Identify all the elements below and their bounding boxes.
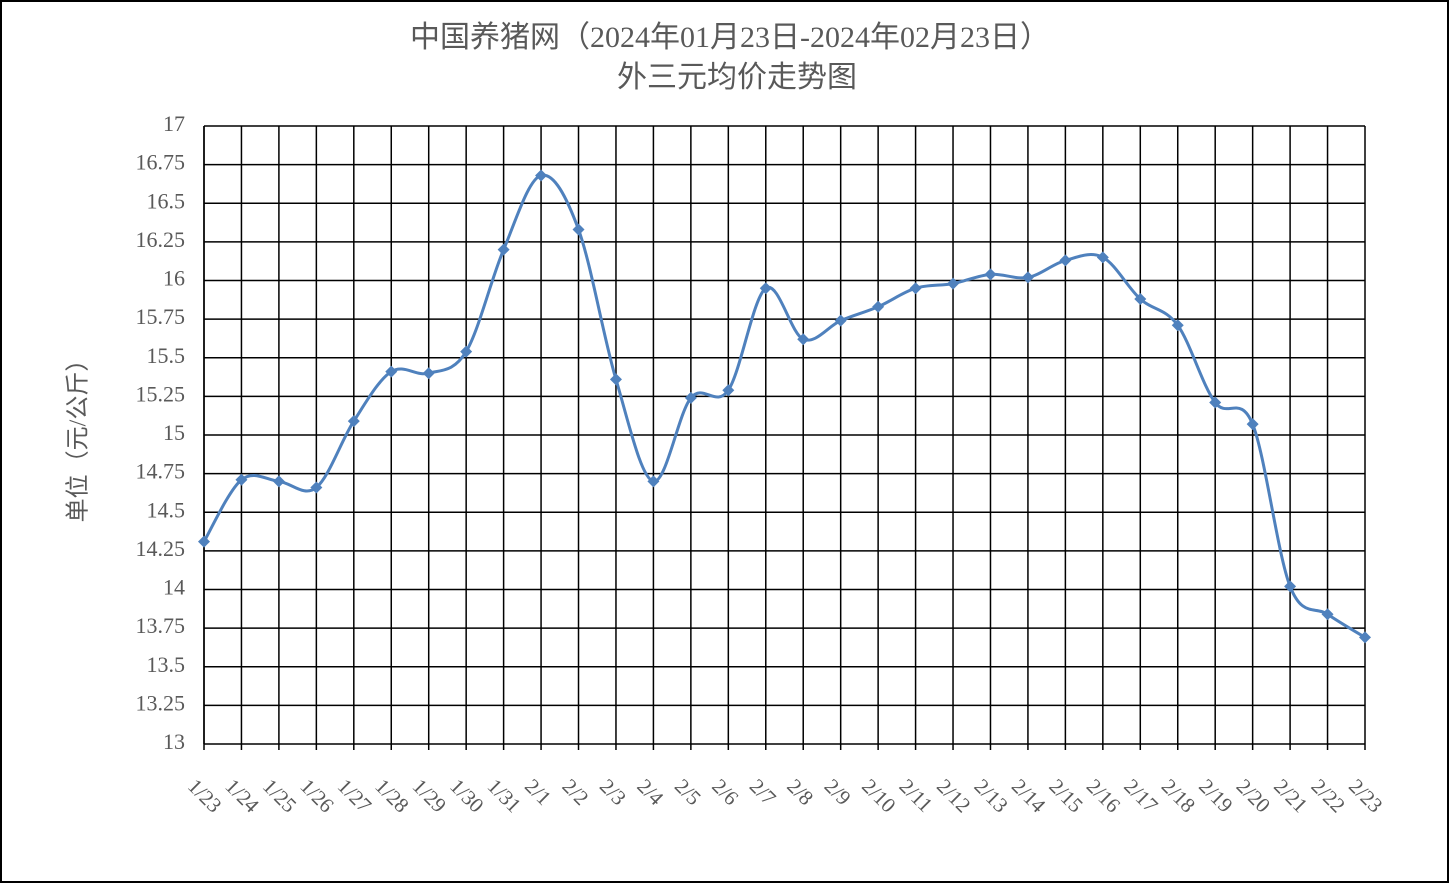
y-tick-label: 15 (163, 420, 185, 445)
point-marker (347, 415, 360, 428)
point-marker (1021, 271, 1034, 284)
point-marker (422, 367, 435, 380)
point-marker (1171, 319, 1184, 332)
y-tick-label: 16.5 (147, 188, 186, 213)
y-tick-label: 15.75 (136, 304, 186, 329)
point-marker (872, 300, 885, 313)
point-marker (947, 277, 960, 290)
y-tick-label: 13.75 (136, 613, 186, 638)
point-marker (310, 481, 323, 494)
point-marker (834, 314, 847, 327)
y-tick-label: 14.5 (147, 497, 186, 522)
point-marker (1096, 251, 1109, 264)
point-marker (647, 475, 660, 488)
y-tick-label: 14 (163, 575, 185, 600)
point-marker (198, 535, 210, 548)
y-tick-label: 14.25 (136, 536, 186, 561)
point-marker (385, 365, 398, 378)
point-marker (984, 268, 997, 281)
y-tick-label: 14.75 (136, 459, 186, 484)
point-marker (497, 243, 510, 256)
point-marker (1246, 418, 1259, 431)
chart-title: 中国养猪网（2024年01月23日-2024年02月23日） (410, 21, 1050, 54)
y-tick-label: 13.5 (147, 652, 186, 677)
point-marker (609, 373, 622, 386)
point-marker (1209, 396, 1222, 409)
point-marker (535, 169, 548, 182)
point-marker (235, 473, 248, 486)
y-tick-label: 16.25 (136, 227, 186, 252)
point-marker (1321, 608, 1334, 621)
y-tick-label: 15.25 (136, 381, 186, 406)
point-marker (460, 345, 473, 358)
y-tick-label: 13 (163, 729, 185, 754)
point-marker (759, 282, 772, 295)
point-marker (1059, 254, 1072, 267)
point-marker (272, 475, 285, 488)
y-tick-label: 17 (163, 111, 185, 136)
point-marker (684, 391, 697, 404)
point-marker (572, 223, 585, 236)
y-tick-label: 15.5 (147, 343, 186, 368)
point-marker (909, 282, 922, 295)
y-tick-label: 16 (163, 266, 185, 291)
point-marker (1284, 580, 1297, 593)
point-marker (797, 333, 810, 346)
chart-subtitle: 外三元均价走势图 (617, 61, 857, 94)
point-marker (1134, 293, 1147, 306)
y-tick-label: 16.75 (136, 150, 186, 175)
y-tick-label: 13.25 (136, 690, 186, 715)
y-axis-label: 单位（元/公斤） (65, 348, 92, 523)
point-marker (1359, 631, 1371, 644)
point-marker (722, 384, 735, 397)
